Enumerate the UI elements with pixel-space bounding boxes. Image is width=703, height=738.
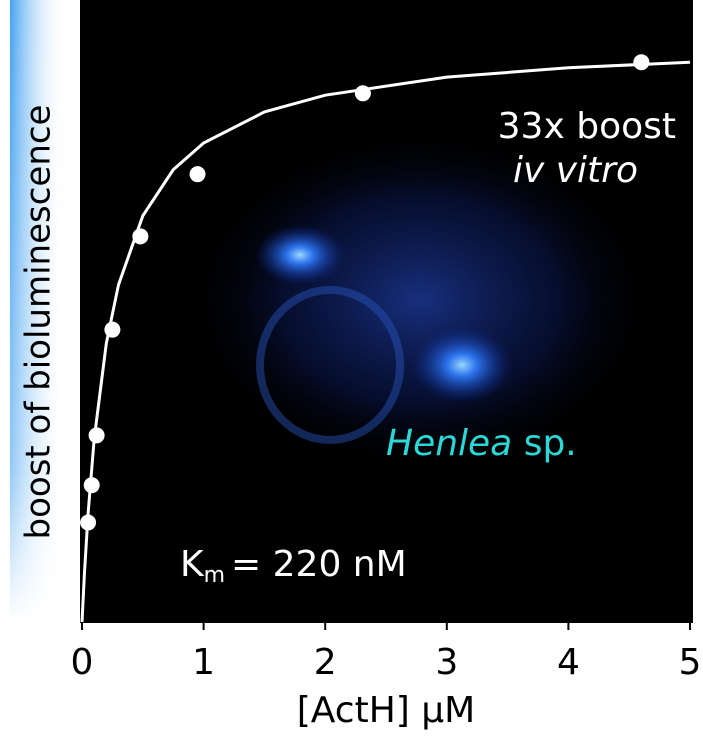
y-axis-label: boost of bioluminescence	[19, 105, 59, 540]
x-axis-label: [ActH] μM	[297, 690, 475, 731]
km-symbol: K	[180, 544, 205, 585]
chart: boost of bioluminescence [ActH] μM 33x b…	[0, 0, 703, 738]
annotation: 33x boost	[498, 106, 676, 147]
km-text: = 220 nM	[231, 544, 407, 585]
x-tick-label: 3	[435, 642, 458, 683]
data-point	[633, 54, 649, 70]
species-suffix: sp.	[524, 423, 577, 464]
x-tick-label: 5	[679, 642, 702, 683]
x-tick-label: 2	[314, 642, 337, 683]
annotation: iv vitro	[513, 150, 638, 191]
km-subscript: m	[204, 563, 225, 588]
species-label: Henlea sp.	[386, 423, 577, 464]
species-genus: Henlea	[386, 423, 512, 464]
x-tick-label: 4	[557, 642, 580, 683]
x-tick-label: 0	[71, 642, 94, 683]
x-tick-label: 1	[192, 642, 215, 683]
data-point	[190, 166, 206, 182]
